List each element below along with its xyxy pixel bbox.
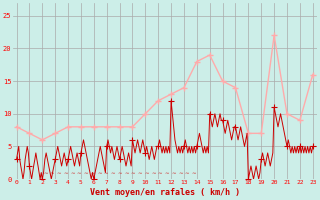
Text: $\sim\sim\sim\sim\sim\sim\sim\sim\sim\sim\sim\sim\sim\sim\sim\sim\sim\sim\sim\si: $\sim\sim\sim\sim\sim\sim\sim\sim\sim\si… xyxy=(42,170,197,175)
X-axis label: Vent moyen/en rafales ( km/h ): Vent moyen/en rafales ( km/h ) xyxy=(90,188,240,197)
